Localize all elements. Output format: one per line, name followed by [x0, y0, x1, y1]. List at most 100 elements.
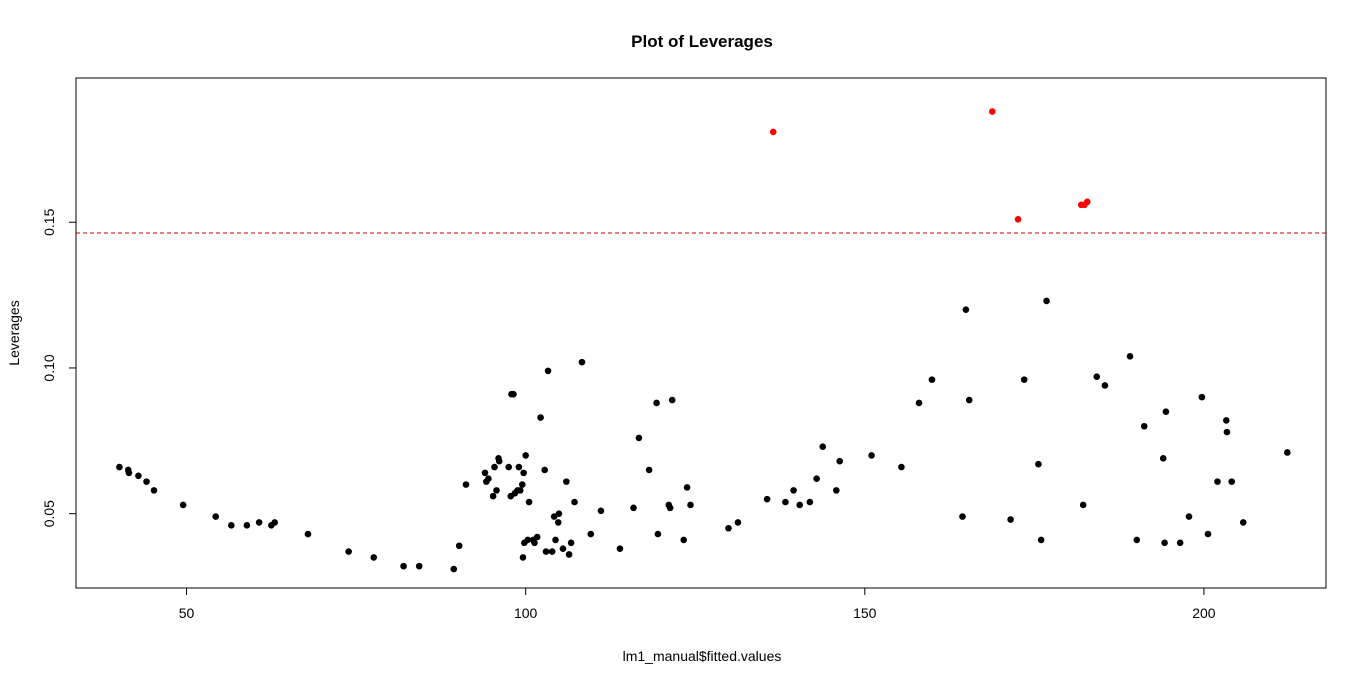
data-point — [1020, 376, 1028, 383]
x-tick-label: 200 — [1192, 605, 1216, 621]
data-point — [271, 519, 279, 526]
data-point — [683, 484, 691, 491]
data-point — [1035, 460, 1042, 468]
data-point — [668, 396, 676, 404]
data-point — [680, 536, 688, 544]
data-point — [578, 358, 586, 366]
data-point — [559, 545, 567, 552]
data-point — [552, 536, 559, 544]
x-tick-label: 150 — [853, 605, 877, 621]
data-point — [587, 530, 595, 538]
data-point — [616, 545, 624, 552]
x-axis: 50 100 150 200 — [179, 588, 1216, 621]
data-point — [533, 533, 541, 541]
data-point — [1133, 536, 1141, 544]
data-point — [415, 562, 423, 570]
data-point — [505, 463, 513, 471]
data-point — [1162, 408, 1170, 415]
data-point — [544, 367, 552, 375]
data-point — [495, 457, 503, 465]
data-point — [370, 554, 378, 561]
data-point — [522, 452, 529, 459]
data-point — [630, 504, 637, 512]
plot-frame — [75, 77, 1327, 589]
data-point — [150, 487, 158, 494]
data-point — [548, 548, 556, 555]
data-point — [1176, 539, 1184, 547]
data-point — [462, 481, 470, 488]
data-point — [450, 565, 458, 573]
data-point — [654, 530, 662, 538]
data-point — [1222, 417, 1230, 424]
data-point — [565, 551, 573, 558]
data-point — [400, 562, 407, 570]
data-point — [813, 475, 820, 483]
x-tick-label: 50 — [179, 605, 195, 621]
data-point — [898, 463, 905, 471]
high-leverage-point — [989, 108, 996, 115]
data-point — [485, 475, 492, 483]
data-point — [542, 548, 550, 555]
data-point — [1126, 353, 1134, 360]
data-point — [1214, 478, 1221, 485]
data-point — [597, 507, 605, 515]
x-axis-label: lm1_manual$fitted.values — [623, 648, 782, 664]
data-point — [212, 513, 220, 520]
data-point — [653, 399, 660, 407]
data-point — [734, 519, 742, 526]
data-point — [520, 469, 527, 477]
chart-title: Plot of Leverages — [631, 32, 773, 51]
data-point — [868, 452, 875, 459]
data-point — [567, 539, 575, 547]
x-tick-label: 100 — [514, 605, 538, 621]
data-point — [345, 548, 352, 555]
data-point — [959, 513, 966, 520]
high-leverage-point — [1083, 198, 1091, 206]
data-point — [491, 463, 498, 471]
y-tick-label: 0.15 — [41, 208, 57, 235]
data-point — [1223, 428, 1231, 436]
data-point — [555, 510, 563, 517]
data-point — [1101, 382, 1109, 389]
data-point — [1140, 422, 1148, 430]
data-point — [510, 390, 517, 398]
data-point — [531, 539, 538, 547]
data-point — [125, 469, 133, 477]
data-point — [135, 472, 142, 480]
data-point — [179, 501, 187, 509]
data-point — [1284, 449, 1291, 456]
data-point — [143, 478, 150, 485]
data-point — [525, 498, 533, 506]
data-point — [635, 434, 643, 442]
data-point — [255, 519, 263, 526]
data-point — [782, 498, 789, 506]
high-leverage-point — [769, 128, 777, 136]
data-point — [796, 501, 803, 509]
data-point — [1161, 539, 1168, 547]
data-point — [1198, 393, 1206, 401]
data-point — [833, 487, 840, 494]
data-point — [819, 443, 827, 450]
data-point — [645, 466, 653, 474]
data-point — [243, 522, 251, 529]
data-point — [519, 554, 527, 561]
data-point — [806, 498, 814, 506]
data-point — [116, 463, 123, 471]
data-point — [228, 522, 235, 529]
data-point — [1007, 516, 1014, 523]
data-point — [687, 501, 694, 509]
data-point — [515, 463, 523, 471]
data-point — [1037, 536, 1045, 544]
data-point — [1239, 519, 1247, 526]
data-point — [928, 376, 936, 383]
data-point — [1228, 478, 1236, 485]
data-point — [554, 519, 562, 526]
data-point — [304, 530, 312, 538]
data-point — [516, 487, 524, 494]
data-point — [524, 536, 532, 544]
data-point — [541, 466, 548, 474]
high-leverage-point — [1014, 216, 1022, 223]
data-point — [836, 457, 844, 465]
data-point — [537, 414, 544, 421]
